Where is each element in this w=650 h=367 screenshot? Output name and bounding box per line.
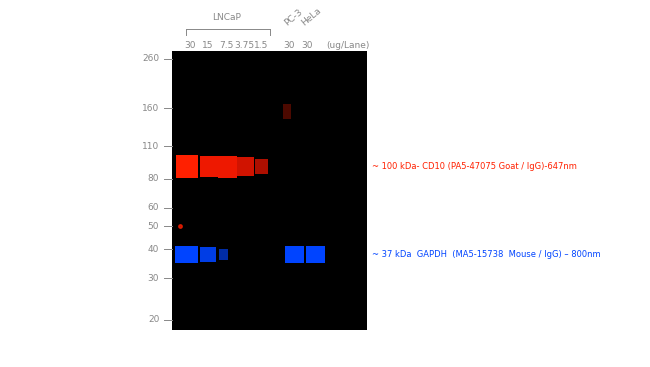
Bar — [200, 156, 218, 177]
Bar — [306, 246, 325, 263]
Text: 50: 50 — [148, 222, 159, 231]
Text: 40: 40 — [148, 244, 159, 254]
Text: ~ 37 kDa  GAPDH  (MA5-15738  Mouse / IgG) – 800nm: ~ 37 kDa GAPDH (MA5-15738 Mouse / IgG) –… — [372, 250, 601, 259]
Bar — [285, 246, 304, 263]
Bar — [219, 249, 228, 260]
Text: 15: 15 — [202, 41, 214, 50]
Bar — [255, 159, 268, 174]
Text: PC-3: PC-3 — [282, 7, 304, 28]
Bar — [176, 155, 198, 178]
Text: (ug/Lane): (ug/Lane) — [326, 41, 370, 50]
Bar — [218, 156, 237, 178]
Text: 3.75: 3.75 — [235, 41, 254, 50]
Text: 80: 80 — [148, 174, 159, 183]
Bar — [237, 157, 254, 176]
Bar — [172, 51, 367, 330]
Text: 20: 20 — [148, 315, 159, 324]
Text: 30: 30 — [185, 41, 196, 50]
Text: ~ 100 kDa- CD10 (PA5-47075 Goat / IgG)-647nm: ~ 100 kDa- CD10 (PA5-47075 Goat / IgG)-6… — [372, 162, 577, 171]
Text: 60: 60 — [148, 203, 159, 212]
Bar — [200, 247, 216, 262]
Text: 30: 30 — [148, 274, 159, 283]
Text: 30: 30 — [301, 41, 313, 50]
Text: 160: 160 — [142, 104, 159, 113]
Bar — [175, 246, 198, 263]
Text: HeLa: HeLa — [300, 6, 323, 28]
Text: LNCaP: LNCaP — [212, 13, 240, 22]
Text: 30: 30 — [283, 41, 295, 50]
Text: 1.5: 1.5 — [254, 41, 268, 50]
Bar — [283, 104, 291, 119]
Text: 7.5: 7.5 — [219, 41, 233, 50]
Text: 110: 110 — [142, 142, 159, 151]
Text: 260: 260 — [142, 54, 159, 63]
